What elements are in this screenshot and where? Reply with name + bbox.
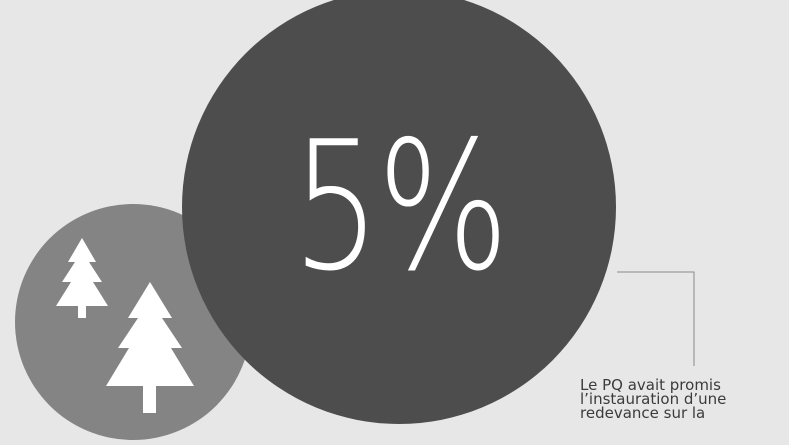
big-circle [182, 0, 616, 424]
stat-value: 5% [291, 103, 509, 310]
caption-text: Le PQ avait promis l’instauration d’une … [580, 376, 727, 422]
pine-trees-icon [56, 238, 194, 413]
